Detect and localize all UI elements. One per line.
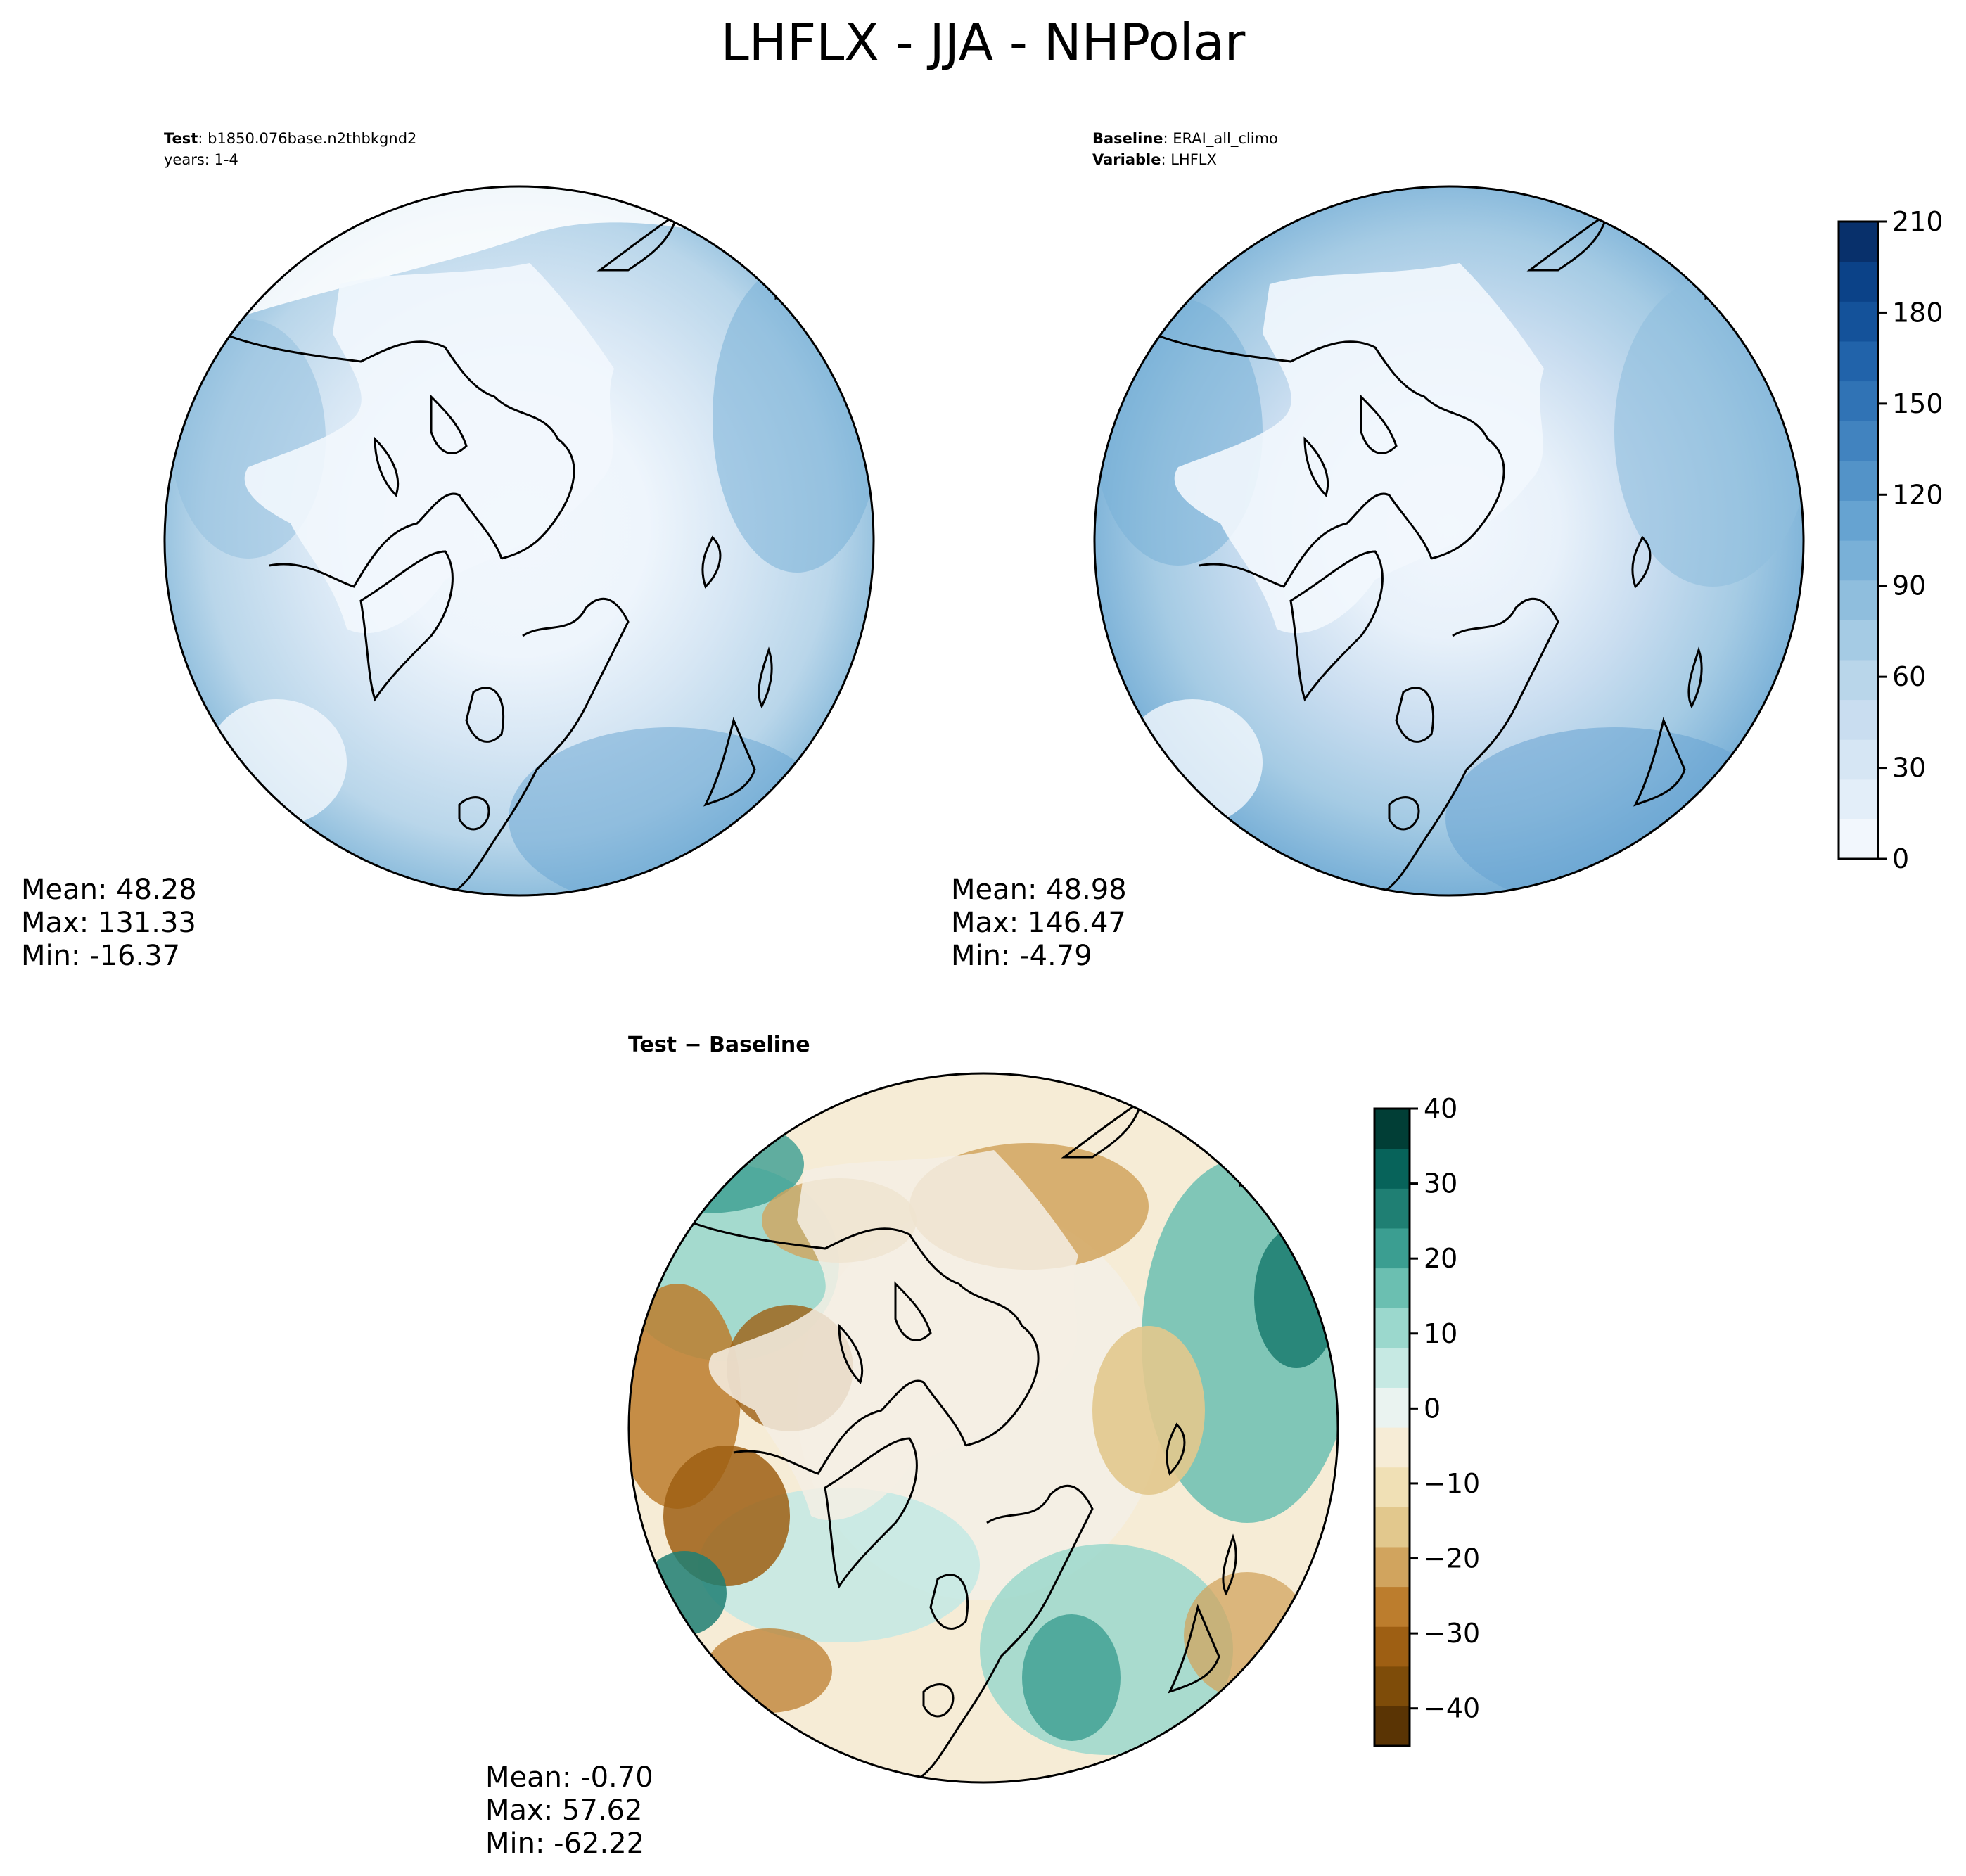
baseline-case-name: : ERAI_all_climo [1163,130,1278,147]
colorbar-main-tick-label: 0 [1892,843,1909,874]
colorbar-main-swatch [1839,500,1878,541]
colorbar-diff-swatch [1374,1188,1410,1229]
colorbar-diff-tick-label: 20 [1424,1243,1457,1274]
test-max: Max: 131.33 [21,907,196,939]
difference-polar-map [627,1072,1339,1784]
colorbar-diff-swatch [1374,1507,1410,1548]
variable-label: Variable [1092,151,1161,168]
baseline-panel-header: Baseline: ERAI_all_climo Variable: LHFLX [1092,128,1278,170]
colorbar-main-svg: 0 30 60 90 120 150 180 210 [1837,206,1943,874]
colorbar-diff-swatch [1374,1387,1410,1428]
colorbar-diff-frame [1373,1107,1411,1747]
colorbar-main-swatch [1839,222,1878,262]
test-case-name: : b1850.076base.n2thbkgnd2 [198,130,417,147]
colorbar-diff-swatch [1374,1626,1410,1667]
baseline-mean: Mean: 48.98 [951,874,1127,906]
colorbar-diff-swatch [1374,1227,1410,1269]
colorbar-diff-swatch [1374,1268,1410,1308]
figure-title: LHFLX - JJA - NHPolar [720,13,1246,72]
colorbar-main-tick-label: 60 [1892,661,1926,692]
test-min: Min: -16.37 [21,940,181,972]
colorbar-main-swatch [1839,779,1878,819]
colorbar-main-swatch [1839,739,1878,780]
diff-panel-title: Test − Baseline [628,1033,810,1057]
colorbar-main-swatch [1839,699,1878,740]
variable-name: : LHFLX [1161,151,1217,168]
baseline-polar-map [1093,185,1805,897]
colorbar-main-tick-label: 210 [1892,206,1943,237]
baseline-min: Min: -4.79 [951,940,1092,972]
colorbar-diff-svg: 40 30 20 10 0 −10 −20 −30 −40 [1373,1093,1480,1747]
colorbar-diff-swatch [1374,1666,1410,1706]
colorbar-diff-swatch [1374,1467,1410,1507]
colorbar-main-swatch [1839,659,1878,701]
test-years: years: 1-4 [164,151,238,168]
colorbar-diff-swatch [1374,1546,1410,1588]
colorbar-diff-swatch [1374,1308,1410,1348]
colorbar-diff-swatch [1374,1148,1410,1189]
colorbar-diff-tick-label: 30 [1424,1168,1457,1199]
baseline-stats: Mean: 48.98 Max: 146.47 Min: -4.79 [951,874,1127,973]
colorbar-diff-tick-label: −20 [1424,1543,1480,1574]
colorbar-main-swatch [1839,819,1878,860]
colorbar-main-swatch [1839,580,1878,620]
diff-min: Min: -62.22 [485,1827,645,1860]
colorbar-diff-swatch [1374,1347,1410,1388]
test-stats: Mean: 48.28 Max: 131.33 Min: -16.37 [21,874,197,973]
colorbar-main-tick-label: 150 [1892,388,1943,419]
test-panel-header: Test: b1850.076base.n2thbkgnd2 years: 1-… [164,128,416,170]
colorbar-main-tick-label: 180 [1892,297,1943,328]
colorbar-main-swatch [1839,540,1878,581]
colorbar-main-swatch [1839,421,1878,461]
colorbar-diff-tick-label: −40 [1424,1693,1480,1724]
colorbar-diff-tick-label: 0 [1424,1393,1441,1424]
colorbar-main-swatch [1839,261,1878,302]
test-polar-map [163,185,875,897]
colorbar-diff-tick-label: 40 [1424,1093,1457,1124]
colorbar-diff-swatch [1374,1586,1410,1627]
colorbar-diff-swatch [1374,1706,1410,1747]
colorbar-diff-swatch [1374,1427,1410,1468]
colorbar-diff-swatch [1374,1109,1410,1149]
test-label: Test [164,130,198,147]
baseline-max: Max: 146.47 [951,907,1126,939]
colorbar-diff-tick-label: −30 [1424,1618,1480,1649]
colorbar-main-swatch [1839,301,1878,342]
diff-stats: Mean: -0.70 Max: 57.62 Min: -62.22 [485,1761,653,1861]
baseline-label: Baseline [1092,130,1163,147]
colorbar-main-tick-label: 30 [1892,753,1926,784]
colorbar-main-swatch [1839,620,1878,661]
colorbar-main-swatch [1839,460,1878,501]
diff-mean: Mean: -0.70 [485,1761,653,1794]
colorbar-diff-tick-label: −10 [1424,1468,1480,1499]
colorbar-diff-tick-label: 10 [1424,1318,1457,1349]
colorbar-main-swatch [1839,340,1878,382]
test-mean: Mean: 48.28 [21,874,197,906]
colorbar-main-frame [1837,220,1879,860]
colorbar-main-tick-label: 90 [1892,570,1926,601]
colorbar-main-tick-label: 120 [1892,479,1943,510]
colorbar-main-swatch [1839,381,1878,421]
diff-max: Max: 57.62 [485,1794,643,1827]
